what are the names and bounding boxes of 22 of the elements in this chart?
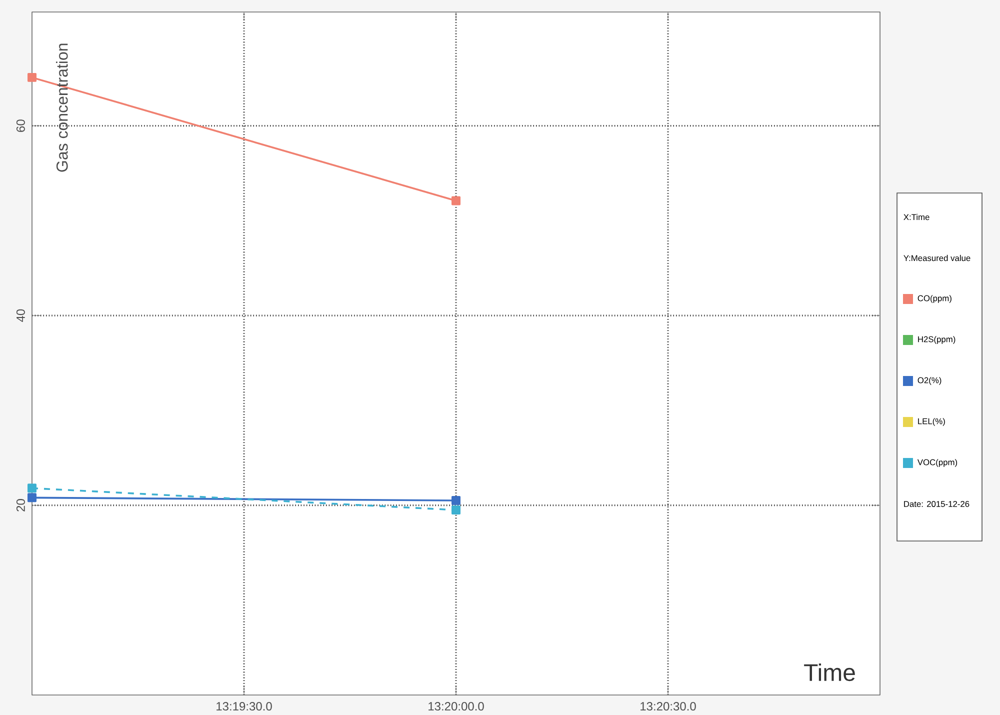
- point: [28, 484, 37, 493]
- x-tick-label: 13:20:30.0: [640, 702, 696, 711]
- point: [452, 196, 461, 206]
- legend-label: VOC(ppm): [917, 459, 958, 467]
- y-tick-label: 20: [16, 499, 25, 512]
- y-tick-label: 40: [16, 309, 25, 322]
- x-axis-title: Time: [804, 663, 855, 682]
- text: X:Time: [904, 214, 930, 220]
- text: Date: 2015-12-26: [904, 501, 970, 507]
- legend-label: O2(%): [918, 377, 942, 385]
- point: [28, 493, 37, 502]
- text: Y:Measured value: [904, 254, 970, 262]
- x-tick-label: 13:20:00.0: [428, 702, 484, 711]
- legend-label: H2S(ppm): [918, 336, 956, 344]
- point: [452, 496, 461, 506]
- x-tick-label: 13:19:30.0: [216, 702, 272, 711]
- y-tick-label: 60: [16, 120, 25, 132]
- point: [452, 506, 461, 515]
- point: [28, 72, 37, 82]
- legend-label: LEL(%): [918, 418, 945, 426]
- y-axis-title: Gas concentration: [56, 44, 68, 172]
- legend-label: CO(ppm): [918, 295, 952, 303]
